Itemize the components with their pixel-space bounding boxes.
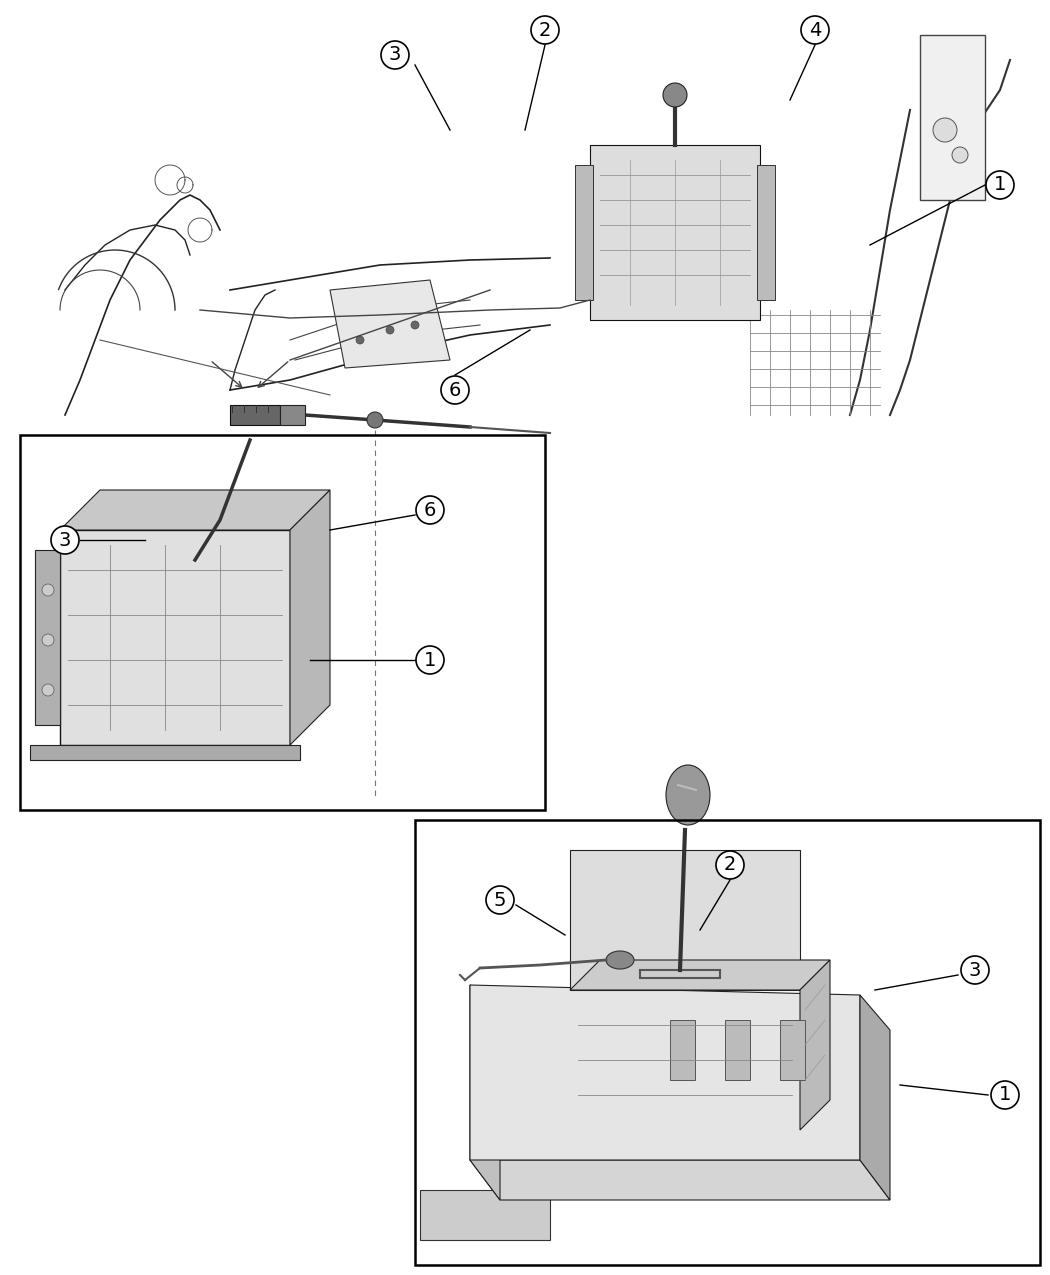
Polygon shape xyxy=(60,490,330,530)
Circle shape xyxy=(42,634,54,646)
Bar xyxy=(60,530,290,745)
Polygon shape xyxy=(30,745,300,760)
Text: 1: 1 xyxy=(999,1085,1011,1104)
Text: 3: 3 xyxy=(59,530,71,550)
Circle shape xyxy=(42,683,54,696)
Polygon shape xyxy=(470,986,860,1160)
Text: 3: 3 xyxy=(969,960,981,979)
Bar xyxy=(575,164,593,300)
Circle shape xyxy=(51,527,79,555)
Circle shape xyxy=(416,496,444,524)
Bar xyxy=(415,820,1040,1265)
Polygon shape xyxy=(860,994,890,1200)
Bar xyxy=(780,1020,805,1080)
Circle shape xyxy=(933,119,957,142)
Circle shape xyxy=(986,171,1014,199)
Circle shape xyxy=(441,376,469,404)
Polygon shape xyxy=(470,986,500,1200)
Text: 6: 6 xyxy=(448,380,461,399)
Bar xyxy=(724,1020,750,1080)
Polygon shape xyxy=(570,960,830,989)
Circle shape xyxy=(411,321,419,329)
Bar xyxy=(570,850,800,989)
Polygon shape xyxy=(470,1160,890,1200)
Bar xyxy=(920,34,985,200)
Text: 5: 5 xyxy=(494,890,506,909)
Text: 1: 1 xyxy=(993,176,1006,195)
Circle shape xyxy=(416,646,444,674)
Circle shape xyxy=(356,337,364,344)
Circle shape xyxy=(381,41,410,69)
Text: 4: 4 xyxy=(808,20,821,40)
Circle shape xyxy=(961,956,989,984)
Circle shape xyxy=(42,584,54,595)
Polygon shape xyxy=(330,280,450,368)
Polygon shape xyxy=(35,550,60,725)
Circle shape xyxy=(368,412,383,428)
Circle shape xyxy=(716,850,744,878)
Circle shape xyxy=(952,147,968,163)
Polygon shape xyxy=(230,405,280,425)
Polygon shape xyxy=(800,960,830,1130)
Circle shape xyxy=(486,886,514,914)
Bar xyxy=(757,164,775,300)
Text: 2: 2 xyxy=(723,856,736,875)
Bar xyxy=(670,1020,695,1080)
Ellipse shape xyxy=(666,765,710,825)
Circle shape xyxy=(991,1081,1018,1109)
Text: 1: 1 xyxy=(424,650,436,669)
Circle shape xyxy=(801,17,830,45)
Circle shape xyxy=(663,83,687,107)
Bar xyxy=(590,145,760,320)
Text: 6: 6 xyxy=(424,501,436,519)
Circle shape xyxy=(386,326,394,334)
Bar xyxy=(280,405,304,425)
Circle shape xyxy=(531,17,559,45)
Text: 2: 2 xyxy=(539,20,551,40)
Polygon shape xyxy=(290,490,330,745)
Text: 3: 3 xyxy=(388,46,401,65)
Ellipse shape xyxy=(606,951,634,969)
Polygon shape xyxy=(420,1190,550,1241)
Bar xyxy=(20,435,545,810)
